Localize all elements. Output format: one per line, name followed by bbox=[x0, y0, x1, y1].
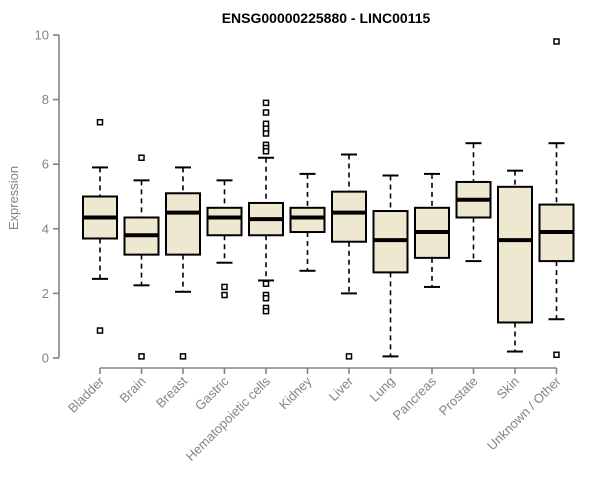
outlier-point bbox=[96, 327, 104, 334]
outlier-point bbox=[553, 351, 560, 359]
chart-title: ENSG00000225880 - LINC00115 bbox=[221, 10, 431, 26]
y-tick-label: 4 bbox=[42, 221, 49, 236]
iqr-box bbox=[165, 192, 201, 256]
x-tick-label: Unknown / Other bbox=[484, 373, 564, 453]
outlier-point bbox=[262, 109, 270, 116]
box-skin bbox=[497, 169, 533, 353]
outlier-point bbox=[262, 280, 270, 287]
y-tick-label: 6 bbox=[42, 157, 49, 172]
y-tick-label: 8 bbox=[42, 92, 49, 107]
box-breast bbox=[165, 166, 201, 360]
y-tick-label: 10 bbox=[35, 28, 49, 43]
outlier-point bbox=[262, 148, 270, 155]
x-tick-label: Gastric bbox=[192, 373, 232, 413]
outlier-point bbox=[262, 130, 270, 137]
box-pancreas bbox=[414, 172, 450, 288]
box-lung bbox=[372, 174, 409, 358]
y-tick-label: 2 bbox=[42, 286, 49, 301]
box-prostate bbox=[455, 142, 492, 263]
x-tick-label: Skin bbox=[494, 374, 522, 402]
outlier-point bbox=[179, 353, 187, 360]
box-gastric bbox=[206, 179, 243, 299]
outlier-point bbox=[262, 99, 270, 107]
outlier-point bbox=[138, 353, 145, 360]
box-kidney bbox=[289, 172, 326, 272]
iqr-box bbox=[497, 185, 533, 324]
x-tick-label: Bladder bbox=[65, 373, 108, 416]
outlier-point bbox=[345, 353, 353, 360]
x-tick-label: Liver bbox=[326, 373, 357, 404]
outlier-point bbox=[221, 283, 228, 291]
outlier-point bbox=[553, 38, 560, 45]
x-tick-label: Kidney bbox=[276, 373, 315, 412]
x-tick-label: Breast bbox=[153, 373, 190, 410]
outlier-point bbox=[262, 294, 270, 302]
box-bladder bbox=[82, 118, 118, 334]
iqr-box bbox=[289, 206, 326, 234]
x-tick-label: Lung bbox=[367, 374, 398, 405]
outlier-point bbox=[262, 307, 270, 315]
x-tick-label: Brain bbox=[117, 374, 149, 406]
outlier-point bbox=[221, 291, 228, 299]
outlier-point bbox=[138, 154, 145, 161]
x-tick-label: Prostate bbox=[436, 374, 481, 419]
box-liver bbox=[331, 153, 367, 360]
y-tick-label: 0 bbox=[42, 351, 49, 366]
outlier-point bbox=[96, 118, 104, 126]
x-tick-label: Pancreas bbox=[390, 373, 440, 423]
box-brain bbox=[123, 154, 160, 360]
iqr-box bbox=[206, 206, 243, 237]
box-unknown-other bbox=[538, 38, 575, 359]
box-hematopoietic-cells bbox=[248, 99, 284, 315]
iqr-box bbox=[331, 190, 367, 243]
